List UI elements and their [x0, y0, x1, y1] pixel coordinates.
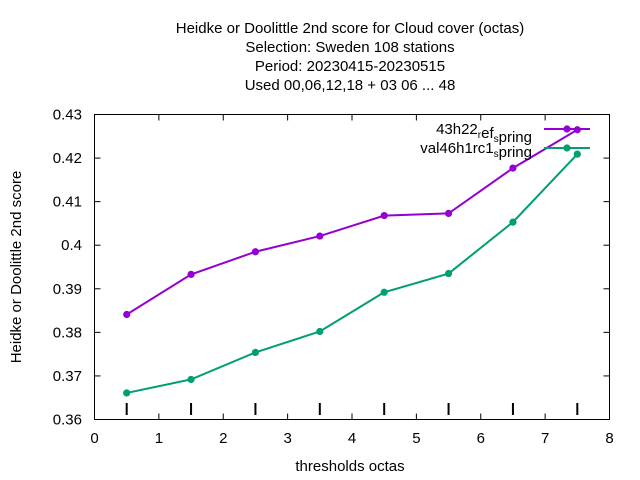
legend-text-part: s	[494, 149, 499, 160]
x-tick-label: 2	[219, 430, 227, 447]
y-tick-label: 0.42	[53, 150, 82, 167]
title-line: Heidke or Doolittle 2nd score for Cloud …	[176, 20, 525, 37]
legend-text-part: s	[494, 134, 499, 145]
series-line-1	[126, 128, 578, 316]
data-point	[509, 164, 517, 172]
y-tick-label: 0.43	[53, 107, 82, 124]
y-tick-label: 0.36	[53, 412, 82, 429]
title-line: Selection: Sweden 108 stations	[245, 39, 454, 56]
data-point	[251, 348, 260, 356]
y-tick-label: 0.38	[53, 324, 82, 341]
legend-text-part: r	[478, 130, 482, 141]
series-line-2	[126, 153, 579, 394]
y-tick-label: 0.4	[61, 237, 82, 254]
data-point	[573, 150, 581, 158]
x-tick-label: 6	[477, 430, 485, 447]
legend-text-part: ef	[481, 125, 494, 142]
title-line: Used 00,06,12,18 + 03 06 ... 48	[245, 77, 456, 94]
y-tick-label: 0.41	[53, 194, 82, 211]
y-axis-label: Heidke or Doolittle 2nd score	[8, 171, 25, 364]
x-axis-label: thresholds octas	[295, 458, 404, 475]
data-marks	[123, 126, 581, 397]
legend-text-part: 43h22	[436, 121, 478, 138]
data-point	[123, 389, 131, 397]
x-tick-label: 7	[541, 430, 549, 447]
data-point	[316, 232, 324, 240]
legend-label-2: val46h1rc1spring	[420, 140, 532, 161]
legend-label-1: 43h22refspring	[436, 121, 532, 146]
x-tick-label: 0	[90, 430, 98, 447]
data-point	[380, 211, 388, 220]
x-tick-label: 1	[155, 430, 163, 447]
legend-swatch-point-1	[563, 125, 571, 133]
chart-title: Heidke or Doolittle 2nd score for Cloud …	[176, 20, 525, 94]
data-point	[509, 218, 517, 226]
data-point	[251, 248, 260, 256]
plot-frame	[94, 114, 610, 420]
legend-text-part: pring	[499, 129, 532, 146]
data-point	[316, 327, 324, 336]
data-point	[380, 288, 388, 296]
x-tick-label: 3	[283, 430, 291, 447]
axes: 0 1 2 3 4 5 6 7 8 0.36 0.37 0.38 0.39 0.4 0.41 0.42 0.43	[53, 107, 614, 448]
x-tick-label: 5	[412, 430, 420, 447]
legend-text-part: pring	[499, 144, 532, 161]
data-point	[444, 209, 453, 218]
data-point	[123, 310, 131, 319]
legend-swatch-point-2	[563, 144, 571, 152]
title-line: Period: 20230415-20230515	[255, 58, 445, 75]
x-tick-label: 4	[348, 430, 356, 447]
data-point	[444, 269, 453, 278]
y-tick-label: 0.37	[53, 368, 82, 385]
x-tick-label: 8	[605, 430, 613, 447]
legend-text-part: val46h1rc1	[420, 140, 493, 157]
data-point	[187, 270, 195, 279]
y-tick-label: 0.39	[53, 281, 82, 298]
data-point	[187, 375, 195, 384]
